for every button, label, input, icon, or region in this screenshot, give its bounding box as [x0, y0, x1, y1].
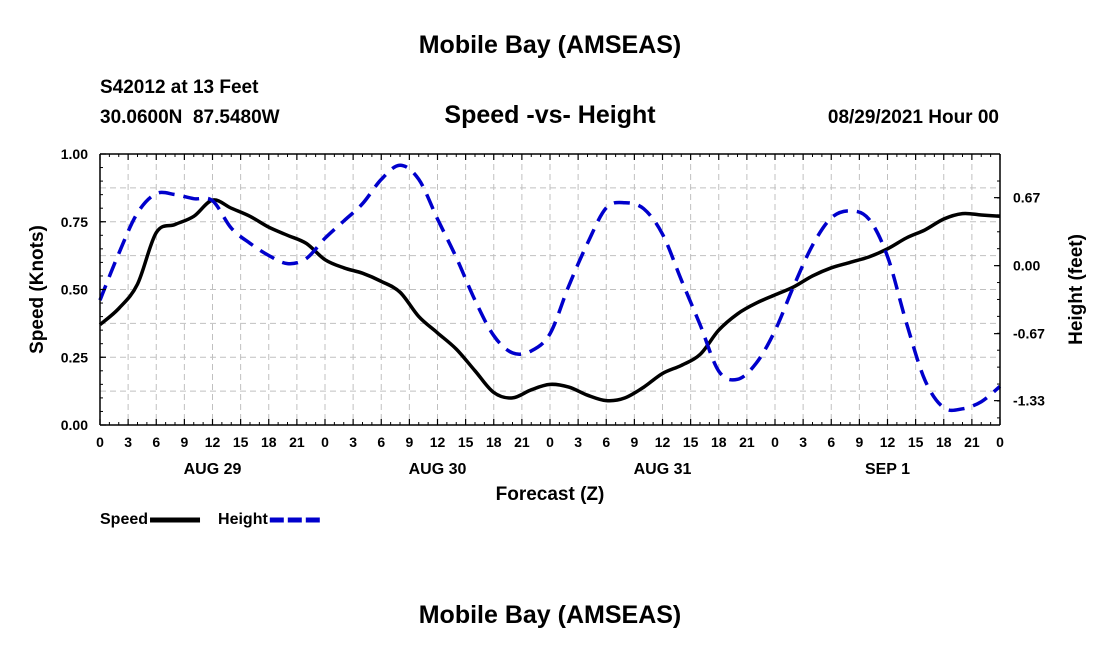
x-tick-label: 18 — [486, 434, 502, 450]
x-tick-label: 12 — [880, 434, 896, 450]
x-tick-label: 15 — [233, 434, 249, 450]
x-tick-label: 3 — [799, 434, 807, 450]
x-tick-label: 12 — [430, 434, 446, 450]
x-tick-label: 0 — [996, 434, 1004, 450]
tick-labels: 0 3 6 9 12 15 18 21 0 3 6 9 12 15 18 21 0 3 6 9 12 15 18 21 0 3 6 9… — [27, 146, 1087, 505]
chart-title: Speed -vs- Height — [444, 101, 656, 129]
axes — [99, 153, 1001, 426]
x-tick-label: 6 — [827, 434, 835, 450]
series-line-speed — [98, 198, 1001, 403]
x-tick-label: 21 — [514, 434, 530, 450]
x-tick-label: 0 — [546, 434, 554, 450]
x-tick-label: 9 — [855, 434, 863, 450]
y2-axis-title: Height (feet) — [1066, 234, 1087, 345]
y2-tick-label: 0.67 — [1013, 190, 1040, 206]
x-tick-label: 15 — [683, 434, 699, 450]
grid-lines — [99, 153, 1001, 426]
legend-label-speed: Speed — [100, 511, 148, 528]
station-label: S42012 at 13 Feet — [100, 77, 259, 98]
x-tick-label: 9 — [180, 434, 188, 450]
top-title: Mobile Bay (AMSEAS) — [418, 31, 682, 59]
x-tick-label: 0 — [771, 434, 779, 450]
x-tick-label: 15 — [908, 434, 924, 450]
legend: Speed Height — [100, 511, 320, 528]
bottom-title: Mobile Bay (AMSEAS) — [418, 601, 682, 629]
x-tick-label: 6 — [377, 434, 385, 450]
x-tick-label: 0 — [96, 434, 104, 450]
x-tick-label: 21 — [964, 434, 980, 450]
x-tick-label: 3 — [349, 434, 357, 450]
day-label: AUG 29 — [184, 461, 242, 478]
x-tick-label: 21 — [739, 434, 755, 450]
x-tick-label: 12 — [655, 434, 671, 450]
x-axis-title: Forecast (Z) — [496, 484, 605, 505]
x-tick-label: 9 — [405, 434, 413, 450]
y2-tick-label: -1.33 — [1013, 393, 1045, 409]
series-line-height — [98, 163, 1002, 413]
y-tick-label: 0.25 — [61, 349, 88, 365]
y-tick-label: 0.50 — [61, 282, 88, 298]
forecast-date-label: 08/29/2021 Hour 00 — [827, 107, 999, 128]
day-label: AUG 30 — [409, 461, 467, 478]
legend-label-height: Height — [218, 511, 268, 528]
y2-tick-label: 0.00 — [1013, 258, 1040, 274]
x-tick-label: 3 — [124, 434, 132, 450]
day-label: AUG 31 — [634, 461, 692, 478]
x-tick-label: 18 — [261, 434, 277, 450]
y-axis-title: Speed (Knots) — [27, 225, 48, 354]
x-tick-label: 0 — [321, 434, 329, 450]
day-label: SEP 1 — [865, 461, 910, 478]
x-tick-label: 3 — [574, 434, 582, 450]
x-tick-label: 6 — [602, 434, 610, 450]
x-tick-label: 12 — [205, 434, 221, 450]
x-tick-label: 6 — [152, 434, 160, 450]
series-lines — [98, 163, 1002, 413]
x-tick-label: 18 — [936, 434, 952, 450]
x-tick-label: 21 — [289, 434, 305, 450]
x-tick-label: 18 — [711, 434, 727, 450]
x-tick-label: 9 — [630, 434, 638, 450]
y-tick-label: 1.00 — [61, 146, 88, 162]
x-tick-label: 15 — [458, 434, 474, 450]
y-tick-label: 0.75 — [61, 214, 88, 230]
y-tick-label: 0.00 — [61, 417, 88, 433]
coordinates-label: 30.0600N 87.5480W — [100, 107, 280, 128]
y2-tick-label: -0.67 — [1013, 326, 1045, 342]
